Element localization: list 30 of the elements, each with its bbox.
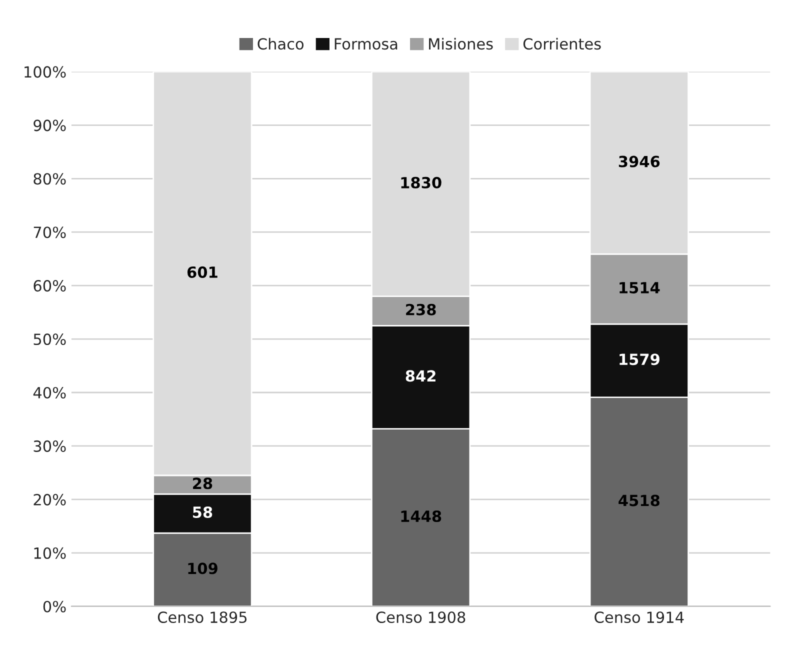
annotation: 3946 — [618, 156, 660, 168]
legend-label: Misiones — [429, 38, 493, 50]
legend-label: Corrientes — [523, 38, 601, 50]
y-tick-label: 90% — [34, 120, 66, 132]
annotation: 4518 — [618, 494, 660, 506]
y-tick-label: 0% — [43, 600, 66, 612]
annotation: 1830 — [401, 176, 442, 188]
annotation: 601 — [187, 266, 218, 278]
y-tick-label: 40% — [33, 386, 66, 399]
legend-label: Chaco — [258, 38, 304, 50]
y-tick-label: 10% — [34, 547, 66, 559]
annotation: 109 — [188, 562, 218, 574]
y-tick-label: 100% — [24, 66, 66, 78]
annotation: 1579 — [620, 354, 660, 366]
y-tick-label: 70% — [34, 226, 66, 238]
y-tick-label: 50% — [34, 334, 66, 346]
annotation: 1514 — [620, 282, 660, 294]
y-tick-label: 60% — [34, 280, 66, 292]
x-tick-label: Censo 1914 — [594, 611, 684, 624]
annotation: 28 — [193, 478, 212, 490]
y-tick-label: 20% — [34, 494, 66, 506]
y-tick-label: 80% — [34, 173, 66, 185]
y-tick-label: 30% — [34, 440, 66, 452]
x-tick-label: Censo 1895 — [158, 611, 247, 624]
annotation: 238 — [406, 304, 436, 316]
annotation: 58 — [193, 506, 212, 518]
legend-label: Formosa — [334, 38, 398, 50]
x-tick-label: Censo 1908 — [376, 611, 466, 624]
annotation: 842 — [406, 370, 436, 382]
annotation: 1448 — [401, 510, 442, 522]
